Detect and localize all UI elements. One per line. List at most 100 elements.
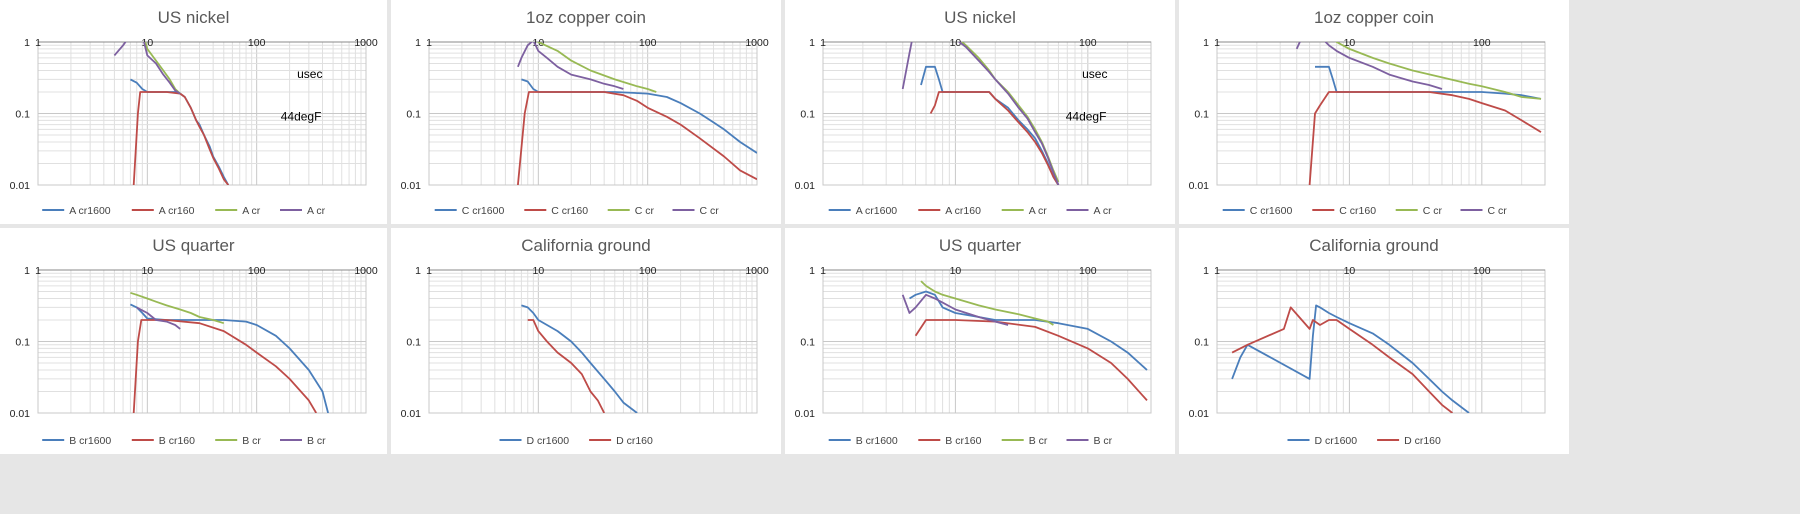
legend-item: B cr1600 (828, 435, 898, 447)
legend-label: A cr160 (945, 205, 981, 217)
chart-panel-8: California ground 0.01 0.1 1 1 10 100 D cr1600 D… (1179, 228, 1569, 454)
legend-label: D cr160 (616, 435, 653, 447)
legend-item: A cr (215, 205, 261, 217)
x-tick-label: 100 (639, 265, 657, 277)
y-tick-label: 0.01 (10, 408, 31, 420)
y-tick-label: 0.01 (1189, 408, 1210, 420)
x-tick-label: 1000 (354, 37, 378, 49)
y-tick-label: 1 (415, 37, 421, 49)
x-tick-label: 1 (426, 265, 432, 277)
y-tick-label: 0.1 (1194, 109, 1209, 121)
legend-label: C cr1600 (462, 205, 505, 217)
series-line-1 (527, 319, 606, 413)
series-line-3 (901, 42, 1060, 185)
y-tick-label: 1 (809, 37, 815, 49)
chart-title: 1oz copper coin (1314, 8, 1434, 27)
annotation: 44degF (281, 110, 322, 124)
x-tick-label: 1 (426, 37, 432, 49)
annotation: usec (297, 67, 322, 81)
gridlines (822, 269, 1152, 414)
chart-title: US nickel (158, 8, 230, 27)
chart-panel-3: US nickel 0.01 0.1 1 1 10 100 usec 44degF A cr160… (785, 0, 1175, 224)
y-tick-label: 0.1 (800, 337, 815, 349)
legend-label: B cr1600 (856, 435, 898, 447)
chart-panel-5: US quarter 0.01 0.1 1 1 10 100 1000 B cr1600 B cr… (0, 228, 387, 454)
legend-label: C cr160 (551, 205, 588, 217)
legend-item: B cr (1001, 435, 1048, 447)
series-line-1 (1231, 306, 1453, 413)
series-line-1 (914, 319, 1148, 402)
y-tick-label: 0.01 (1189, 180, 1210, 192)
y-tick-label: 1 (415, 265, 421, 277)
y-tick-label: 1 (1203, 265, 1209, 277)
legend-item: C cr (672, 205, 720, 217)
chart-title: US quarter (152, 236, 235, 255)
legend-label: A cr (1029, 205, 1048, 217)
x-tick-label: 1000 (745, 265, 769, 277)
series-line-3 (113, 42, 181, 95)
y-tick-label: 1 (24, 265, 30, 277)
legend-item: D cr1600 (499, 435, 569, 447)
x-tick-label: 100 (1473, 265, 1491, 277)
series-line-3 (517, 42, 624, 90)
x-tick-label: 1 (820, 265, 826, 277)
series-line-3 (136, 306, 181, 330)
chart-title: California ground (521, 236, 650, 255)
legend-label: C cr (700, 205, 720, 217)
x-tick-label: 100 (1473, 37, 1491, 49)
legend-item: A cr1600 (828, 205, 898, 217)
legend-label: A cr1600 (856, 205, 898, 217)
y-tick-label: 0.01 (10, 180, 31, 192)
chart-svg: 1oz copper coin 0.01 0.1 1 1 10 100 C cr1600 C c… (1189, 8, 1546, 217)
chart-panel-7: US quarter 0.01 0.1 1 1 10 100 B cr1600 B cr160 B… (785, 228, 1175, 454)
chart-panel-2: 1oz copper coin 0.01 0.1 1 1 10 100 1000 C cr160… (391, 0, 781, 224)
legend-item: C cr1600 (434, 205, 505, 217)
legend-label: A cr1600 (69, 205, 111, 217)
x-tick-label: 10 (141, 265, 153, 277)
y-tick-label: 0.01 (795, 180, 816, 192)
y-tick-label: 0.01 (401, 408, 422, 420)
legend-item: A cr (280, 205, 326, 217)
legend-item: C cr (1460, 205, 1507, 217)
legend-label: C cr (1423, 205, 1443, 217)
series-line-0 (1315, 65, 1542, 100)
legend-label: A cr (307, 205, 326, 217)
chart-svg: US quarter 0.01 0.1 1 1 10 100 1000 B cr1600 B cr… (10, 236, 378, 447)
gridlines (1216, 269, 1546, 414)
legend-label: B cr (307, 435, 326, 447)
legend-label: C cr1600 (1250, 205, 1293, 217)
gridlines (428, 41, 758, 186)
y-tick-label: 0.01 (795, 408, 816, 420)
x-tick-label: 10 (1344, 265, 1356, 277)
y-tick-label: 0.1 (15, 337, 30, 349)
legend-item: A cr1600 (42, 205, 111, 217)
chart-svg: US nickel 0.01 0.1 1 1 10 100 1000 usec 44degF A c… (10, 8, 378, 217)
series-line-2 (1335, 42, 1542, 100)
legend-label: B cr160 (945, 435, 981, 447)
chart-svg: California ground 0.01 0.1 1 1 10 100 1000 D cr1… (401, 236, 769, 447)
y-tick-label: 0.1 (800, 109, 815, 121)
legend-item: B cr (215, 435, 261, 447)
legend-item: A cr160 (918, 205, 981, 217)
legend-label: B cr1600 (69, 435, 111, 447)
series-line-0 (521, 304, 638, 413)
x-tick-label: 10 (1344, 37, 1356, 49)
legend-item: A cr (1001, 205, 1048, 217)
x-tick-label: 10 (950, 37, 962, 49)
x-tick-label: 1 (35, 37, 41, 49)
x-tick-label: 10 (950, 265, 962, 277)
series-line-2 (537, 42, 657, 93)
series-line-0 (920, 65, 1060, 185)
y-tick-label: 1 (809, 265, 815, 277)
legend-item: A cr (1066, 205, 1112, 217)
legend-item: B cr160 (131, 435, 195, 447)
series-line-2 (144, 42, 181, 95)
y-tick-label: 0.1 (406, 337, 421, 349)
legend-item: B cr (1066, 435, 1113, 447)
annotation: 44degF (1066, 110, 1107, 124)
gridlines (428, 269, 758, 414)
chart-svg: US quarter 0.01 0.1 1 1 10 100 B cr1600 B cr160 B… (795, 236, 1152, 447)
series-line-1 (132, 319, 317, 413)
legend-label: A cr160 (159, 205, 195, 217)
annotation: usec (1082, 67, 1107, 81)
